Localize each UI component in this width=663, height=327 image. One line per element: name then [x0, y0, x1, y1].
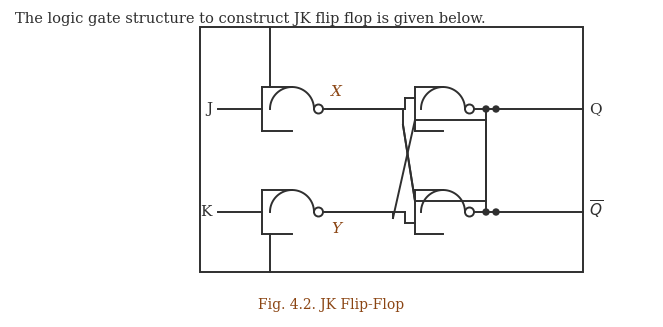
Text: Y: Y: [331, 222, 341, 236]
Text: The logic gate structure to construct JK flip flop is given below.: The logic gate structure to construct JK…: [15, 12, 485, 26]
Text: $\overline{Q}$: $\overline{Q}$: [589, 199, 603, 221]
Circle shape: [483, 209, 489, 215]
Text: Fig. 4.2. JK Flip-Flop: Fig. 4.2. JK Flip-Flop: [258, 298, 404, 312]
Text: Q: Q: [589, 102, 601, 116]
Circle shape: [493, 106, 499, 112]
Text: J: J: [206, 102, 212, 116]
Text: X: X: [331, 85, 342, 99]
Circle shape: [483, 106, 489, 112]
Bar: [200, 27, 583, 272]
Text: K: K: [201, 205, 212, 219]
Circle shape: [493, 209, 499, 215]
